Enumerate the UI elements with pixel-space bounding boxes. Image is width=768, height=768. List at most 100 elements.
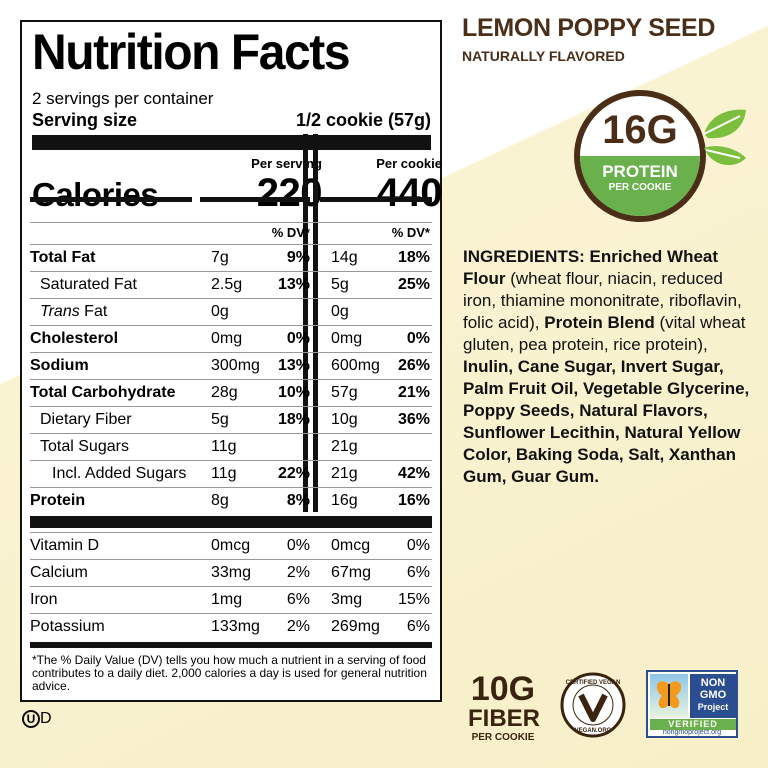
dv-per-cookie: 42% bbox=[397, 465, 430, 482]
nutrient-row: Total Fat 7g 9% 14g 18% bbox=[30, 244, 432, 271]
column-divider-right bbox=[313, 134, 318, 512]
label-title: Nutrition Facts bbox=[32, 24, 351, 80]
non-gmo-text-block: NON GMO Project bbox=[690, 674, 736, 718]
vegan-bottom-text: VEGAN.ORG bbox=[575, 728, 612, 734]
ingredient-segment: Inulin, Cane Sugar, Invert Sugar, Palm F… bbox=[463, 357, 750, 486]
servings-per-container: 2 servings per container bbox=[32, 89, 214, 108]
amount-per-serving: 300mg bbox=[211, 357, 260, 374]
nutrient-table: % DV* % DV* Total Fat 7g 9% 14g 18% Saturated… bbox=[30, 222, 432, 648]
nutrient-name: Protein bbox=[30, 492, 86, 509]
nutrient-name: Total Carbohydrate bbox=[30, 384, 176, 401]
dv-per-serving: 2% bbox=[286, 564, 310, 581]
nutrient-name: Cholesterol bbox=[30, 330, 119, 347]
serving-size-row: Serving size 1/2 cookie (57g) bbox=[32, 110, 431, 131]
dv-per-cookie: 36% bbox=[397, 411, 430, 428]
dv-header-cookie: % DV* bbox=[391, 225, 430, 240]
serving-size-value: 1/2 cookie (57g) bbox=[295, 110, 431, 130]
dv-header-serving: % DV* bbox=[271, 225, 310, 240]
amount-per-serving: 0mg bbox=[211, 330, 243, 347]
certified-vegan-icon: CERTIFIED VEGAN VEGAN.ORG bbox=[560, 672, 626, 738]
amount-per-serving: 1mg bbox=[211, 591, 243, 608]
amount-per-cookie: 57g bbox=[331, 384, 358, 401]
amount-per-cookie: 21g bbox=[331, 438, 358, 455]
vitamin-row: Potassium 133mg 2% 269mg 6% bbox=[30, 613, 432, 640]
divider-thick bbox=[32, 135, 431, 150]
calories-cookie-value: 440 bbox=[376, 171, 443, 215]
nutrient-name: Potassium bbox=[30, 618, 105, 635]
nutrient-name: Trans Fat bbox=[40, 303, 108, 320]
amount-per-serving: 0g bbox=[211, 303, 229, 320]
non-gmo-verified: VERIFIED bbox=[650, 719, 736, 730]
flavor-title: LEMON POPPY SEED bbox=[462, 14, 716, 42]
amount-per-cookie: 16g bbox=[331, 492, 358, 509]
ingredient-segment: (vital wheat gluten, pea protein, rice p… bbox=[463, 313, 746, 354]
serving-underline bbox=[200, 197, 310, 202]
nutrient-row: Total Sugars 11g 21g bbox=[30, 433, 432, 460]
divider-bottom bbox=[30, 642, 432, 648]
amount-per-cookie: 14g bbox=[331, 249, 358, 266]
dv-per-serving: 2% bbox=[286, 618, 310, 635]
nutrient-row: Trans Fat 0g 0g bbox=[30, 298, 432, 325]
amount-per-cookie: 0mcg bbox=[331, 537, 371, 554]
dv-per-serving: 10% bbox=[277, 384, 310, 401]
dv-per-serving: 9% bbox=[286, 249, 310, 266]
amount-per-serving: 7g bbox=[211, 249, 229, 266]
fiber-amount: 10G bbox=[470, 670, 536, 708]
nutrient-row: Dietary Fiber 5g 18% 10g 36% bbox=[30, 406, 432, 433]
amount-per-cookie: 67mg bbox=[331, 564, 372, 581]
dv-per-cookie: 15% bbox=[397, 591, 430, 608]
dv-per-serving: 13% bbox=[277, 276, 310, 293]
non-gmo-url: nongmoproject.org bbox=[662, 729, 722, 736]
amount-per-cookie: 0mg bbox=[331, 330, 363, 347]
serving-size-label: Serving size bbox=[32, 110, 138, 130]
amount-per-serving: 8g bbox=[211, 492, 229, 509]
nutrient-name: Calcium bbox=[30, 564, 88, 581]
non-gmo-line3: Project bbox=[697, 702, 729, 712]
dv-per-serving: 8% bbox=[286, 492, 310, 509]
amount-per-serving: 5g bbox=[211, 411, 229, 428]
amount-per-serving: 2.5g bbox=[211, 276, 243, 293]
butterfly-icon bbox=[650, 674, 688, 718]
protein-per-cookie: PER COOKIE bbox=[608, 182, 672, 193]
amount-per-serving: 28g bbox=[211, 384, 238, 401]
nutrient-rows: Total Fat 7g 9% 14g 18% Saturated Fat 2.5g 13% 5… bbox=[30, 244, 432, 514]
nutrient-name: Total Fat bbox=[30, 249, 96, 266]
amount-per-serving: 11g bbox=[211, 465, 237, 482]
protein-badge: 16G PROTEIN PER COOKIE bbox=[574, 90, 706, 222]
fiber-per-cookie: PER COOKIE bbox=[471, 732, 535, 743]
calories-label: Calories bbox=[32, 176, 159, 213]
amount-per-cookie: 10g bbox=[331, 411, 358, 428]
amount-per-serving: 11g bbox=[211, 438, 237, 455]
nutrient-name: Saturated Fat bbox=[40, 276, 137, 293]
ingredients-list: INGREDIENTS: Enriched Wheat Flour (wheat… bbox=[463, 246, 753, 488]
protein-amount: 16G bbox=[602, 108, 678, 152]
nutrient-name: Vitamin D bbox=[30, 537, 100, 554]
calories-per-cookie: Per cookie 440 bbox=[332, 156, 442, 213]
amount-per-serving: 33mg bbox=[211, 564, 252, 581]
dv-per-serving: 6% bbox=[286, 591, 310, 608]
nutrient-row: Total Carbohydrate 28g 10% 57g 21% bbox=[30, 379, 432, 406]
nutrient-name: Total Sugars bbox=[40, 438, 129, 455]
fiber-badge: 10G FIBER PER COOKIE bbox=[468, 670, 540, 743]
dv-per-serving: 22% bbox=[277, 465, 310, 482]
nutrient-name: Sodium bbox=[30, 357, 89, 374]
non-gmo-line2: GMO bbox=[699, 689, 727, 701]
amount-per-cookie: 269mg bbox=[331, 618, 380, 635]
leaf-icon bbox=[703, 109, 746, 166]
nutrient-name: Iron bbox=[30, 591, 58, 608]
dv-per-cookie: 6% bbox=[406, 618, 430, 635]
calories-underline bbox=[30, 197, 192, 202]
protein-word: PROTEIN bbox=[602, 162, 678, 181]
dv-per-cookie: 26% bbox=[397, 357, 430, 374]
dv-per-cookie: 21% bbox=[397, 384, 430, 401]
nutrient-row: Sodium 300mg 13% 600mg 26% bbox=[30, 352, 432, 379]
calories-section: Calories Per serving 220 Per cookie 440 bbox=[32, 150, 443, 226]
ingredient-segment: (wheat flour, niacin, reduced iron, thia… bbox=[463, 269, 742, 332]
dv-per-serving: 18% bbox=[277, 411, 310, 428]
dv-per-cookie: 0% bbox=[406, 330, 430, 347]
amount-per-cookie: 600mg bbox=[331, 357, 380, 374]
amount-per-cookie: 5g bbox=[331, 276, 349, 293]
flavor-subtitle: NATURALLY FLAVORED bbox=[462, 48, 625, 64]
vitamin-rows: Vitamin D 0mcg 0% 0mcg 0% Calcium 33mg 2% 67mg 6%… bbox=[30, 532, 432, 640]
